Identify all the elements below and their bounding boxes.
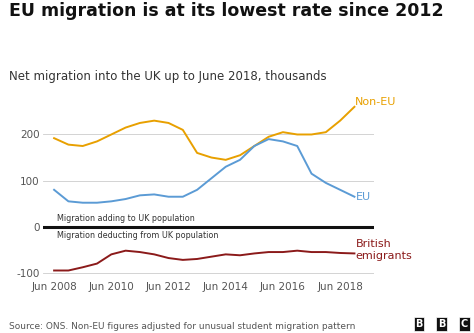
Text: Net migration into the UK up to June 2018, thousands: Net migration into the UK up to June 201…	[9, 70, 327, 83]
Text: Source: ONS. Non-EU figures adjusted for unusual student migration pattern: Source: ONS. Non-EU figures adjusted for…	[9, 322, 356, 331]
Text: EU migration is at its lowest rate since 2012: EU migration is at its lowest rate since…	[9, 2, 444, 20]
Text: EU: EU	[356, 192, 371, 202]
Text: B: B	[415, 319, 423, 329]
Text: Migration adding to UK population: Migration adding to UK population	[57, 213, 195, 222]
Text: British
emigrants: British emigrants	[356, 239, 413, 260]
Text: Non-EU: Non-EU	[355, 97, 396, 107]
Text: Migration deducting from UK population: Migration deducting from UK population	[57, 231, 219, 240]
Text: B: B	[438, 319, 446, 329]
Text: C: C	[461, 319, 468, 329]
